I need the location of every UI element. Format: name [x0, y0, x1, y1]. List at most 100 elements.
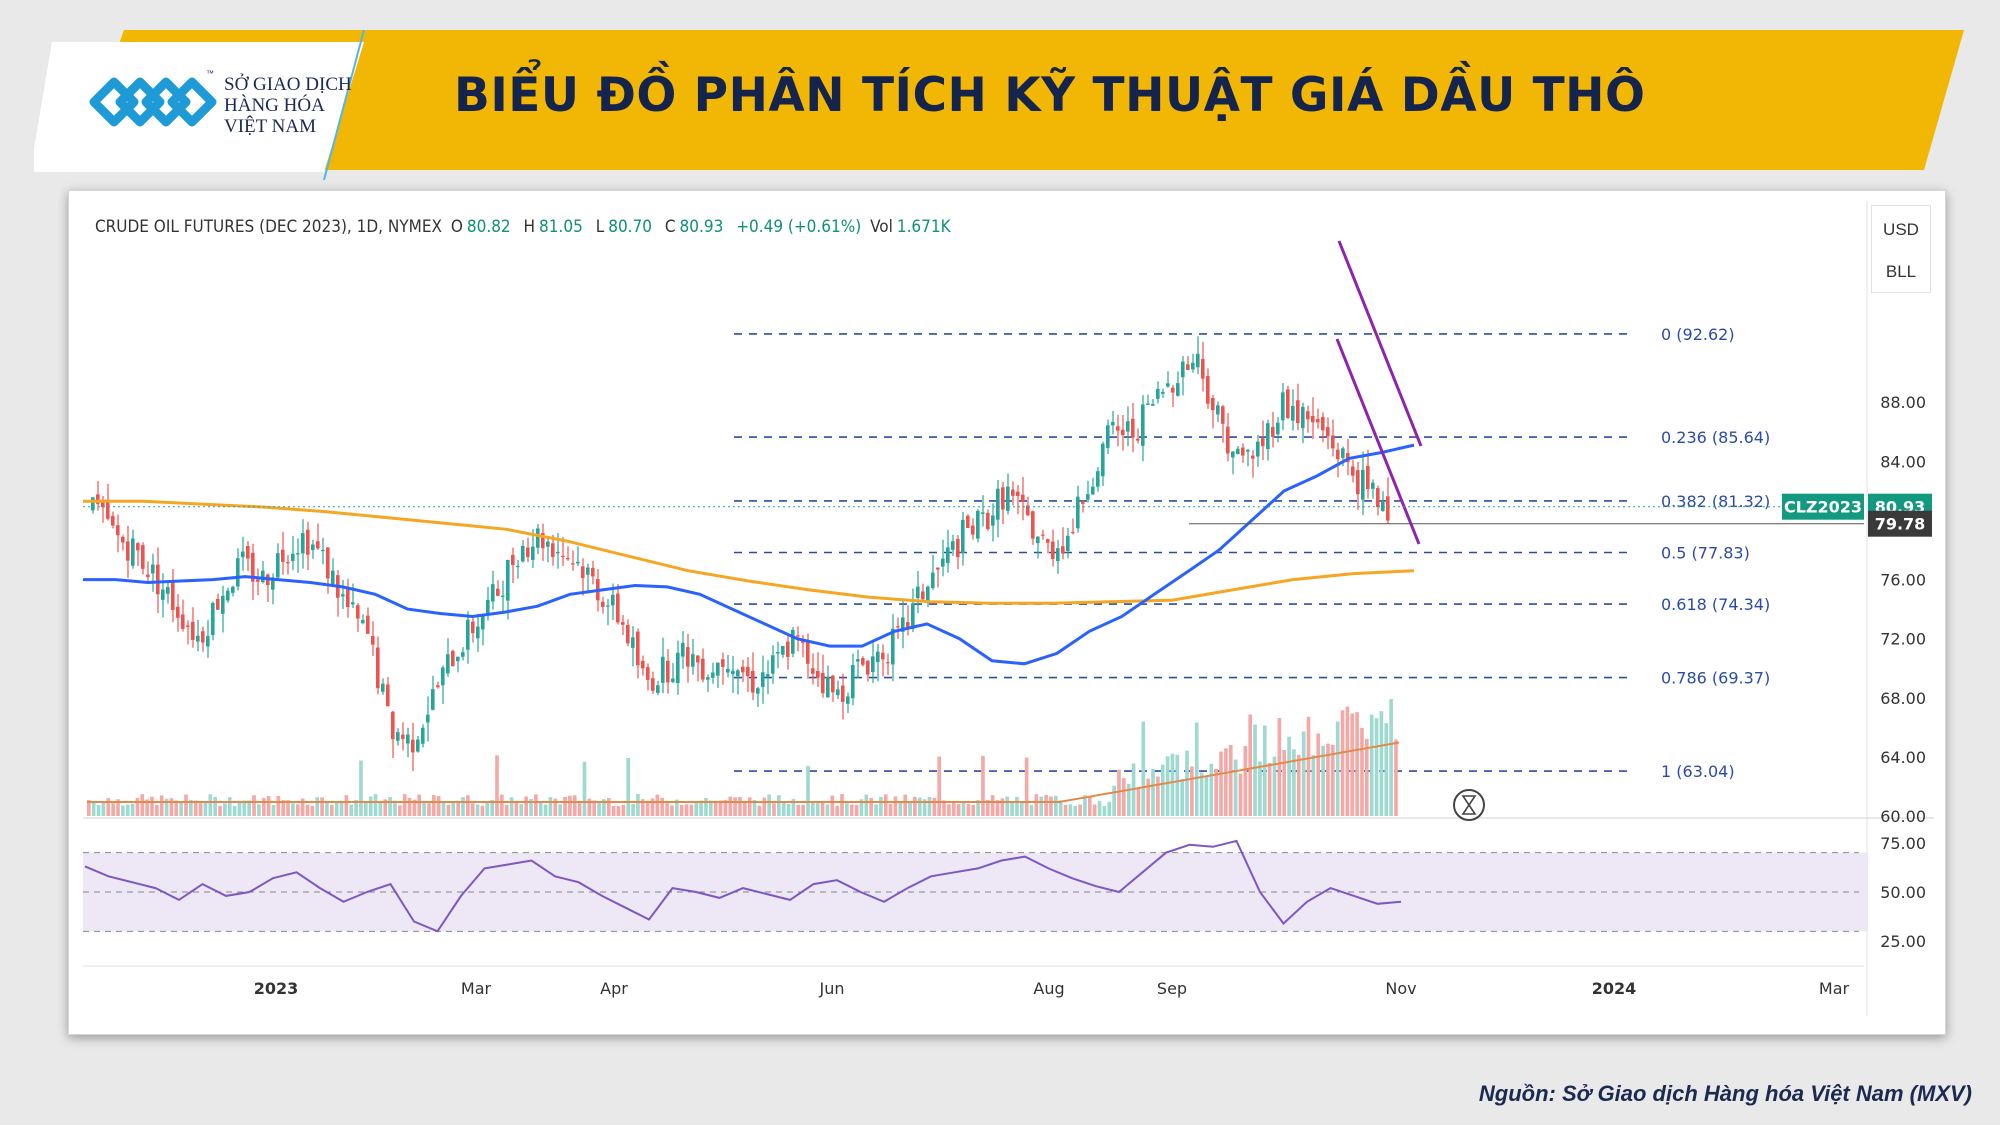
volume-bar [1190, 766, 1194, 816]
volume-bar [1267, 762, 1272, 816]
volume-bar [198, 803, 203, 816]
volume-bar [777, 795, 781, 816]
candle-body [211, 602, 215, 636]
volume-bar [1083, 795, 1087, 816]
candle-body [1381, 501, 1385, 511]
time-replay-icon [1453, 789, 1485, 821]
x-tick-label: Apr [600, 979, 628, 998]
volume-bar [597, 802, 601, 816]
volume-bar [1117, 769, 1121, 816]
banner-background [34, 30, 1964, 180]
candle-body [986, 512, 990, 530]
volume-unit-button[interactable]: BLL [1885, 262, 1917, 281]
candle-body [351, 602, 355, 605]
candle-body [1246, 449, 1250, 452]
volume-bar [733, 797, 737, 816]
candle-body [311, 544, 315, 551]
candle-body [636, 631, 640, 666]
candle-body [1251, 455, 1255, 459]
volume-bar [1204, 776, 1209, 816]
unit-selector[interactable]: USD BLL [1871, 205, 1931, 293]
volume-bar [1345, 706, 1350, 816]
candle-body [471, 621, 475, 634]
candle-body [1036, 536, 1040, 544]
volume-bar [1394, 739, 1398, 816]
candle-body [991, 515, 995, 526]
candle-body [521, 545, 525, 562]
price-chart-svg[interactable]: 88.0084.0080.0076.0072.0068.0064.0060.00… [69, 191, 1945, 1034]
candle-body [221, 595, 225, 614]
fibonacci-level-label: 1 (63.04) [1661, 762, 1735, 781]
candle-body [1161, 391, 1165, 394]
legend-open: O 80.82 [451, 217, 515, 237]
volume-bar [320, 797, 324, 816]
volume-bar [835, 805, 839, 816]
volume-bar [762, 797, 767, 816]
candle-body [631, 637, 635, 648]
candle-body [1316, 419, 1320, 423]
volume-bar [1306, 716, 1311, 816]
candle-body [976, 510, 980, 539]
volume-bar [859, 799, 864, 816]
candle-body [1086, 494, 1090, 500]
candle-body [606, 605, 610, 607]
candle-body [761, 672, 765, 687]
volume-bar [427, 803, 431, 816]
candle-body [386, 684, 390, 707]
volume-bar [553, 798, 558, 816]
volume-bar [781, 801, 786, 816]
logo-text: SỞ GIAO DỊCH HÀNG HÓA VIỆT NAM [224, 74, 352, 137]
high-value: 81.05 [539, 217, 583, 237]
volume-bar [577, 803, 582, 816]
candle-body [421, 727, 425, 744]
volume-bar [329, 805, 334, 816]
candle-body [106, 502, 110, 519]
candle-body [686, 647, 690, 667]
volume-bar [1369, 714, 1374, 816]
candle-body [401, 734, 405, 739]
candle-body [316, 541, 320, 549]
volume-bar [1049, 796, 1053, 816]
candle-body [851, 665, 855, 699]
candle-body [376, 647, 380, 689]
volume-bar [106, 798, 111, 816]
volume-bar [305, 804, 310, 816]
candle-body [1221, 406, 1225, 424]
volume-bar [466, 795, 470, 816]
candle-body [346, 589, 350, 608]
volume-bar [602, 799, 606, 816]
volume-bar [500, 794, 504, 816]
volume-bar [1019, 801, 1024, 816]
candle-body [526, 547, 530, 558]
volume-bar [1063, 804, 1068, 816]
candle-body [1006, 486, 1010, 511]
volume-bar [1180, 779, 1184, 816]
candle-body [591, 567, 595, 577]
candle-body [721, 659, 725, 667]
candle-body [1056, 548, 1060, 562]
banner-yellow-bar [74, 30, 1964, 170]
candle-body [876, 651, 880, 663]
vol-value: 1.671K [896, 217, 951, 237]
candle-body [341, 594, 345, 597]
candle-body [866, 660, 870, 675]
volume-bar [1078, 804, 1082, 816]
volume-bar [310, 805, 315, 816]
candle-body [1106, 425, 1110, 448]
volume-bar [1311, 754, 1316, 816]
candle-body [1011, 489, 1015, 496]
candle-body [1186, 364, 1190, 370]
candle-body [666, 660, 670, 683]
fibonacci-level-label: 0.382 (81.32) [1661, 492, 1770, 511]
candle-body [776, 651, 780, 654]
candle-body [566, 558, 570, 560]
volume-bar [1335, 721, 1340, 816]
currency-unit-button[interactable]: USD [1883, 220, 1919, 239]
candle-body [871, 656, 875, 673]
candle-body [1061, 546, 1065, 554]
volume-bar [679, 804, 684, 816]
volume-bar [913, 796, 917, 816]
volume-bar [363, 801, 368, 816]
candle-body [326, 547, 330, 579]
volume-bar [1364, 738, 1369, 816]
